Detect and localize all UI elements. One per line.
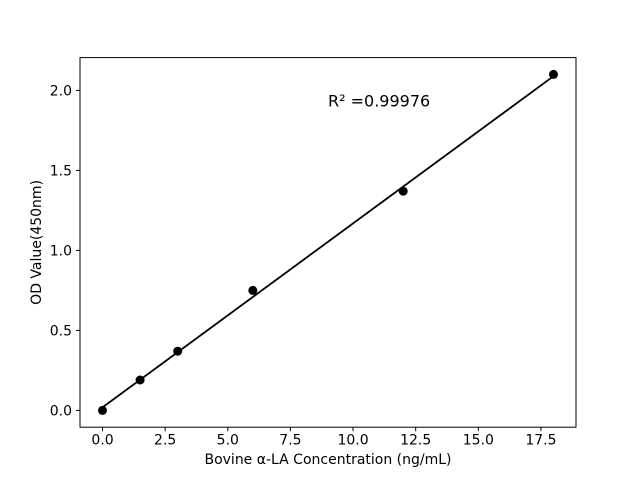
x-tick-label: 0.0: [91, 433, 113, 449]
fit-line: [101, 75, 555, 409]
data-point: [398, 186, 408, 196]
y-tick-label: 0.0: [50, 403, 72, 419]
x-axis-label: Bovine α-LA Concentration (ng/mL): [204, 452, 451, 468]
data-point: [98, 405, 107, 415]
x-tick-label: 17.5: [525, 433, 556, 449]
x-tick-label: 15.0: [463, 433, 494, 449]
data-point: [549, 69, 558, 79]
y-tick-label: 0.5: [50, 323, 72, 339]
r-squared-annotation: R² =0.99976: [328, 91, 430, 110]
y-tick-label: 1.5: [50, 163, 72, 179]
data-point: [135, 375, 145, 385]
y-axis: 0.0 0.5 1.0 1.5 2.0: [50, 83, 80, 419]
data-point: [173, 346, 183, 356]
data-point: [248, 285, 258, 295]
data-points: [98, 69, 558, 415]
x-axis: 0.0 2.5 5.0 7.5 10.0 12.5 15.0 17.5: [91, 427, 557, 449]
axes-frame: [79, 57, 577, 428]
y-axis-label: OD Value(450nm): [29, 180, 45, 305]
plot-spines: [79, 57, 577, 428]
y-tick-label: 2.0: [50, 83, 72, 99]
y-tick-label: 1.0: [50, 243, 72, 259]
x-tick-label: 7.5: [279, 433, 301, 449]
x-tick-label: 12.5: [400, 433, 431, 449]
x-tick-label: 10.0: [337, 433, 368, 449]
x-tick-label: 5.0: [217, 433, 239, 449]
x-tick-label: 2.5: [154, 433, 176, 449]
